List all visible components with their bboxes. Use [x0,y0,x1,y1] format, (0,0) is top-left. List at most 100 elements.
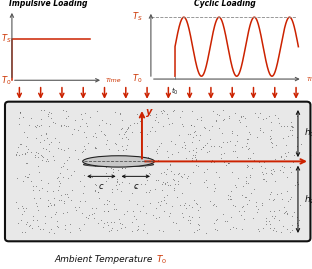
Point [271,228,275,232]
Point [221,140,226,144]
Point [204,141,209,146]
Point [56,184,61,189]
Point [182,146,187,150]
Point [295,135,300,140]
Point [101,132,106,137]
Point [164,111,169,116]
Point [222,160,227,164]
Point [235,154,240,159]
Point [80,149,85,153]
Point [120,117,125,122]
Point [297,218,302,222]
Point [263,222,268,226]
Point [192,155,197,159]
Point [46,124,51,128]
Point [267,221,272,226]
Point [207,137,212,141]
Point [39,122,44,127]
Point [65,158,70,162]
Point [17,142,22,146]
Point [281,157,286,161]
Point [41,227,46,232]
Point [193,146,198,150]
Point [259,164,264,168]
Point [128,123,133,128]
Point [181,215,186,219]
Point [77,179,82,183]
Point [39,117,44,121]
Point [14,153,19,157]
Point [124,209,129,213]
Point [130,229,135,233]
Point [108,228,113,232]
Point [256,115,261,119]
Point [197,223,202,227]
Point [37,170,42,174]
Point [58,171,63,175]
Point [179,191,184,195]
Point [260,117,265,121]
Point [210,124,215,128]
Point [161,108,166,112]
Point [240,205,245,209]
Point [94,134,99,139]
Point [179,145,184,150]
Text: Time: Time [307,77,312,82]
Point [134,185,139,189]
Point [278,230,283,235]
Point [156,144,161,148]
Point [39,153,44,157]
Point [202,143,207,147]
Point [98,218,103,222]
Point [288,230,293,234]
Point [33,150,38,154]
Point [196,138,201,143]
Point [150,125,155,129]
Point [109,186,114,191]
Point [207,128,212,132]
Point [81,130,86,134]
Point [233,226,238,231]
Point [285,211,290,215]
Point [193,157,198,161]
Point [35,208,40,213]
Point [166,155,171,159]
Point [112,109,117,114]
Point [245,164,250,169]
Point [276,207,281,212]
Point [25,220,30,225]
Point [284,143,289,147]
Point [247,173,252,177]
Point [221,212,226,216]
Point [201,170,206,174]
Point [258,111,263,115]
Point [168,139,173,144]
Point [138,209,143,213]
Point [285,199,290,204]
Point [278,168,283,172]
Point [83,135,88,139]
Point [176,133,181,137]
Point [187,132,192,136]
Point [162,182,167,186]
Point [119,179,124,184]
Point [193,158,198,162]
Point [85,156,90,160]
Point [34,203,39,208]
Point [47,201,52,205]
Point [228,215,233,219]
Point [242,195,247,199]
Point [117,111,122,115]
Point [43,221,48,225]
Point [272,216,277,220]
Point [69,188,74,193]
Point [256,228,261,233]
Point [92,145,97,150]
Point [56,175,61,179]
Point [153,129,158,133]
Point [105,223,110,227]
Point [65,114,70,118]
Point [206,149,211,153]
Point [106,199,111,204]
Point [61,108,66,112]
